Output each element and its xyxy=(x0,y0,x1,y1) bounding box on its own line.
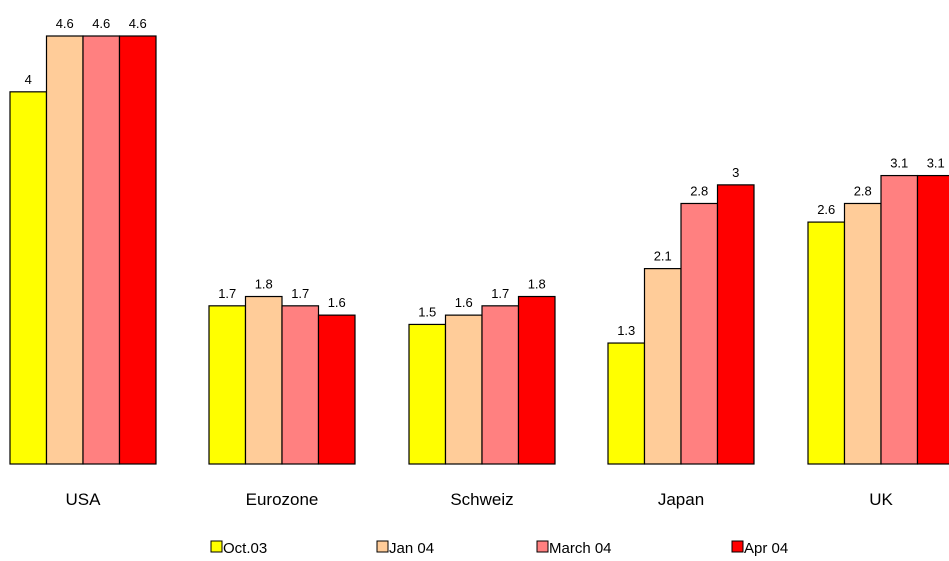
bar-japan-0 xyxy=(607,342,646,465)
legend-swatch-1 xyxy=(376,540,389,553)
legend-swatch-3 xyxy=(731,540,744,553)
legend-swatch-2 xyxy=(536,540,549,553)
data-label-schweiz-2: 1.7 xyxy=(491,286,509,301)
legend-swatch-0 xyxy=(210,540,223,553)
data-label-japan-2: 2.8 xyxy=(690,183,708,198)
data-label-uk-1: 2.8 xyxy=(854,183,872,198)
data-label-usa-0: 4 xyxy=(25,72,32,87)
data-label-japan-1: 2.1 xyxy=(654,249,672,264)
data-label-japan-3: 3 xyxy=(732,165,739,180)
data-label-eurozone-1: 1.8 xyxy=(255,277,273,292)
bar-eurozone-0 xyxy=(208,305,247,465)
bar-uk-3 xyxy=(916,174,949,465)
data-label-usa-1: 4.6 xyxy=(56,16,74,31)
bar-eurozone-2 xyxy=(281,305,320,465)
bar-eurozone-1 xyxy=(244,295,283,465)
bar-japan-3 xyxy=(716,184,755,465)
legend-label-0: Oct.03 xyxy=(223,540,267,557)
legend-label-2: March 04 xyxy=(549,540,612,557)
category-label-schweiz: Schweiz xyxy=(450,490,513,509)
data-label-usa-2: 4.6 xyxy=(92,16,110,31)
data-label-uk-0: 2.6 xyxy=(817,202,835,217)
legend-label-1: Jan 04 xyxy=(389,540,434,557)
legend: Oct.03 Jan 04 March 04 Apr 04 xyxy=(210,540,788,557)
data-label-eurozone-2: 1.7 xyxy=(291,286,309,301)
bar-usa-1 xyxy=(45,35,84,465)
bar-usa-3 xyxy=(118,35,157,465)
data-label-uk-3: 3.1 xyxy=(927,156,945,171)
category-label-uk: UK xyxy=(869,490,893,509)
category-label-usa: USA xyxy=(66,490,102,509)
bars-layer xyxy=(9,35,949,465)
data-label-eurozone-3: 1.6 xyxy=(328,295,346,310)
bar-schweiz-2 xyxy=(481,305,520,465)
data-label-eurozone-0: 1.7 xyxy=(218,286,236,301)
value-labels-layer: 4 4.6 4.6 4.6 1.7 1.8 1.7 1.6 1.5 1.6 1.7 1.8 1.3 2.1… xyxy=(25,16,945,338)
bar-japan-2 xyxy=(680,202,719,465)
bar-schweiz-1 xyxy=(444,314,483,465)
bar-usa-0 xyxy=(9,91,48,465)
category-label-japan: Japan xyxy=(658,490,704,509)
data-label-schweiz-1: 1.6 xyxy=(455,295,473,310)
data-label-schweiz-0: 1.5 xyxy=(418,304,436,319)
legend-label-3: Apr 04 xyxy=(744,540,788,557)
data-label-japan-0: 1.3 xyxy=(617,323,635,338)
data-label-uk-2: 3.1 xyxy=(890,156,908,171)
category-label-eurozone: Eurozone xyxy=(246,490,319,509)
bar-schweiz-3 xyxy=(517,295,556,465)
bar-uk-0 xyxy=(807,221,846,465)
category-labels-layer: USA Eurozone Schweiz Japan UK xyxy=(66,490,894,509)
bar-japan-1 xyxy=(643,268,682,465)
bar-eurozone-3 xyxy=(317,314,356,465)
data-label-schweiz-3: 1.8 xyxy=(528,277,546,292)
bar-uk-2 xyxy=(880,174,919,465)
bar-uk-1 xyxy=(843,202,882,465)
bar-usa-2 xyxy=(82,35,121,465)
bar-schweiz-0 xyxy=(408,323,447,465)
data-label-usa-3: 4.6 xyxy=(129,16,147,31)
